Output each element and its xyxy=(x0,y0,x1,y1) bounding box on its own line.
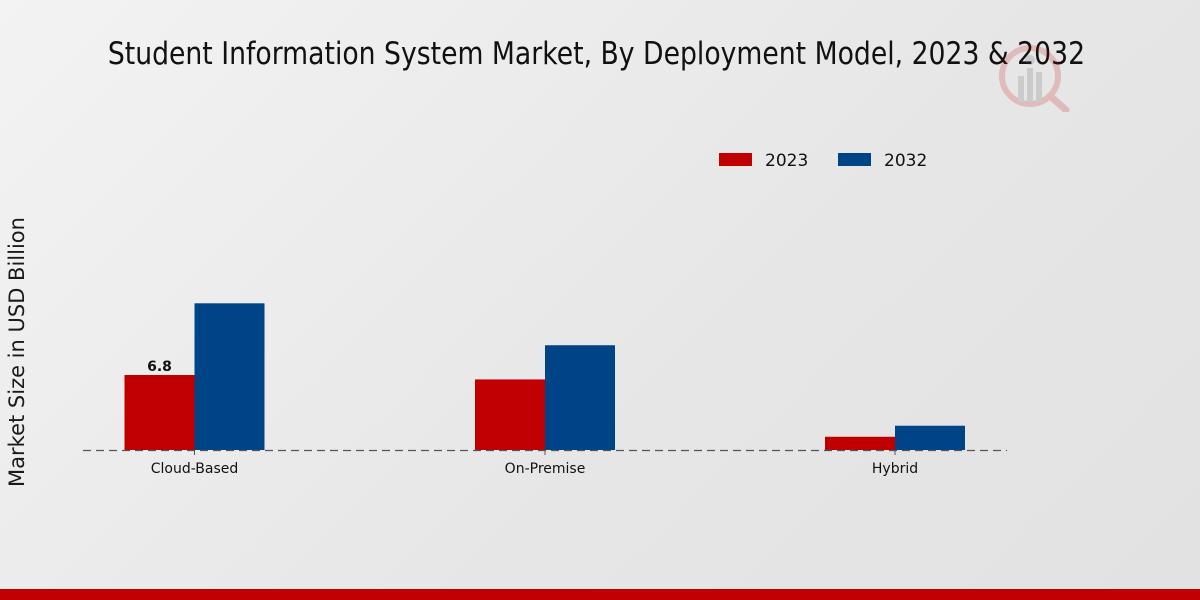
legend: 2023 2032 xyxy=(719,151,927,171)
bar-hybrid-2023 xyxy=(825,436,895,450)
footer-band xyxy=(0,589,1200,600)
legend-swatch-2023 xyxy=(719,153,752,166)
bar-on-premise-2032 xyxy=(545,345,615,450)
bar-on-premise-2023 xyxy=(475,379,545,450)
bars-group xyxy=(124,303,965,450)
x-tick-label: On-Premise xyxy=(505,461,586,477)
x-tick-label: Hybrid xyxy=(872,461,918,477)
watermark-logo-icon xyxy=(999,45,1070,112)
x-axis-ticks: Cloud-Based On-Premise Hybrid xyxy=(151,450,918,477)
bar-cloud-based-2032 xyxy=(194,303,265,450)
bar-hybrid-2032 xyxy=(895,425,965,450)
legend-label-2023: 2023 xyxy=(765,151,808,171)
x-tick-label: Cloud-Based xyxy=(151,461,239,477)
chart-title: Student Information System Market, By De… xyxy=(107,36,1086,72)
legend-swatch-2032 xyxy=(838,153,871,166)
legend-label-2032: 2032 xyxy=(884,151,927,171)
data-label: 6.8 xyxy=(147,359,172,375)
bar-cloud-based-2023 xyxy=(124,375,195,450)
data-labels-group: 6.8 xyxy=(147,359,172,375)
